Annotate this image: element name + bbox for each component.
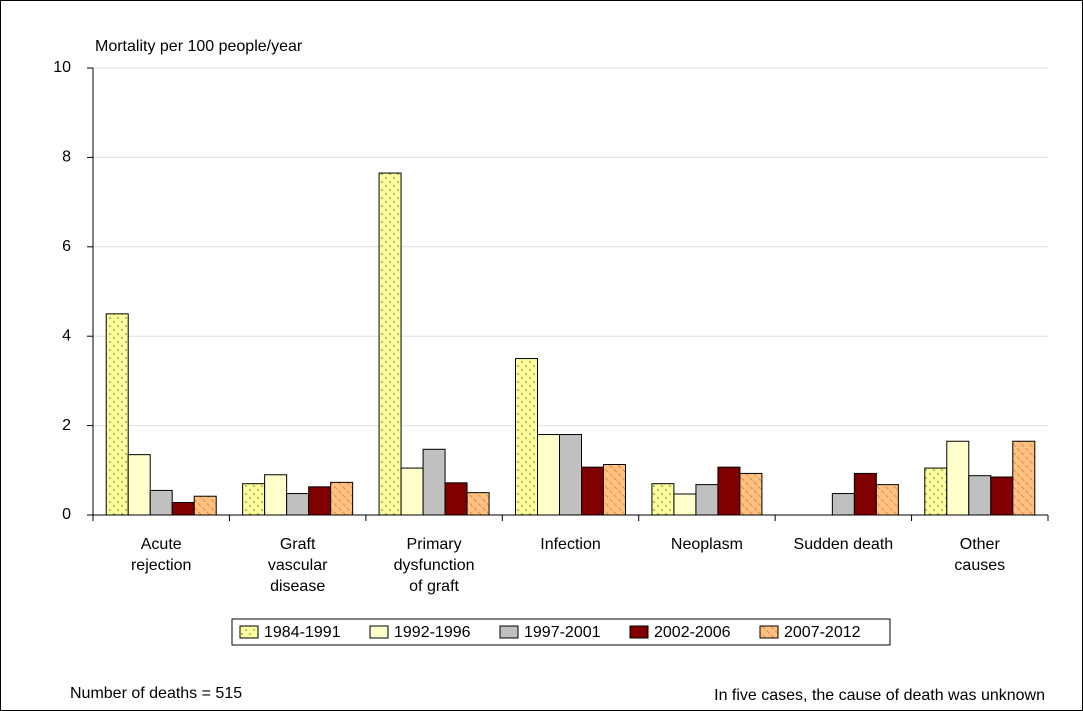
bar [286,493,310,516]
y-tick-label: 0 [62,506,71,523]
legend-swatch [369,625,389,639]
bar [1012,440,1036,516]
bar [831,493,855,516]
bar [651,483,675,516]
bar [673,493,697,516]
y-tick-label: 10 [53,59,71,76]
x-tick-label: Other causes [954,536,1005,574]
bar [968,475,992,516]
bar [378,172,402,516]
bar [853,472,877,516]
x-tick-label: Infection [540,536,600,553]
x-tick-label: Primary dysfunction of graft [394,536,475,595]
legend-label: 1984-1991 [264,624,341,641]
legend-swatch [759,625,779,639]
bar [264,474,288,516]
bar [105,313,129,516]
y-axis-label: Mortality per 100 people/year [95,38,303,55]
bar [149,489,173,516]
x-tick-label: Graft vascular disease [268,536,328,595]
bar [400,467,424,516]
footnote-left: Number of deaths = 515 [70,685,242,702]
bar [603,463,626,516]
bar [171,501,195,516]
bar [739,472,763,516]
bar [875,484,899,516]
bar [717,466,741,516]
legend-label: 1992-1996 [394,624,471,641]
bar [695,484,719,516]
x-tick-label: Sudden death [794,536,894,553]
bar [515,358,538,516]
y-tick-label: 4 [62,327,71,344]
legend-label: 1997-2001 [524,624,601,641]
bar [924,467,948,516]
bar [990,476,1014,516]
legend-label: 2002-2006 [654,624,731,641]
bar [559,434,582,516]
legend-swatch [499,625,519,639]
legend-label: 2007-2012 [784,624,861,641]
bar [946,440,970,516]
bar [242,483,266,516]
bar [193,495,217,516]
bar [466,492,490,516]
bar [581,466,604,516]
legend [231,618,891,646]
y-tick-label: 8 [62,149,71,166]
x-tick-label: Neoplasm [671,536,743,553]
bar [127,454,151,516]
bar [330,481,354,516]
footnote-right: In five cases, the cause of death was un… [714,687,1045,704]
y-tick-label: 2 [62,417,71,434]
legend-swatch [629,625,649,639]
bar [308,486,332,516]
x-tick-label: Acute rejection [131,536,191,574]
bar [422,448,446,516]
bar [537,434,560,516]
legend-swatch [239,625,259,639]
y-tick-label: 6 [62,238,71,255]
bar [444,482,468,516]
